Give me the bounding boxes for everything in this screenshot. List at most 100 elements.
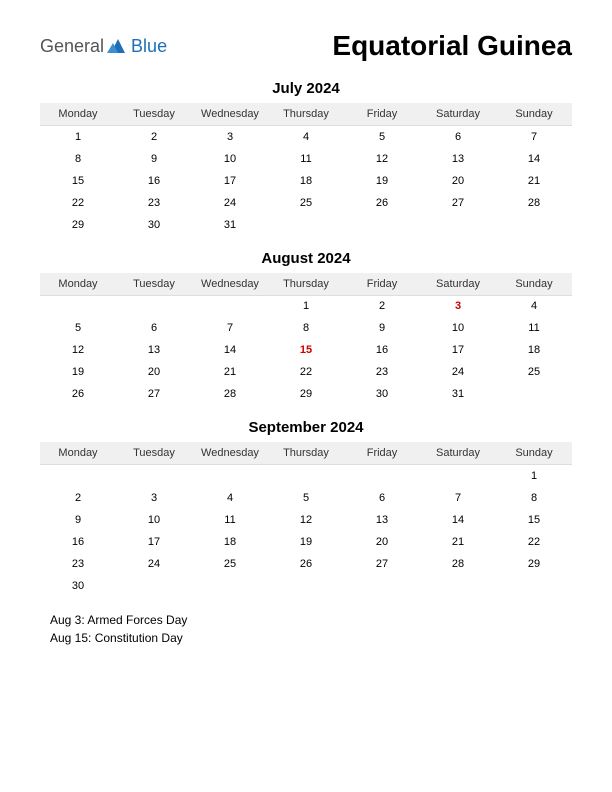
calendar-day: 21 xyxy=(496,170,572,192)
calendar-day: 6 xyxy=(344,487,420,509)
weekday-header: Thursday xyxy=(268,442,344,465)
weekday-header: Wednesday xyxy=(192,273,268,296)
calendar-day: 15 xyxy=(40,170,116,192)
month-block: August 2024MondayTuesdayWednesdayThursda… xyxy=(40,250,572,406)
calendar-day: 13 xyxy=(420,148,496,170)
calendar-day: 16 xyxy=(344,339,420,361)
weekday-header: Tuesday xyxy=(116,442,192,465)
calendar-day: 5 xyxy=(40,317,116,339)
calendar-day: 20 xyxy=(116,361,192,383)
calendar-day: 1 xyxy=(496,465,572,487)
header: General Blue Equatorial Guinea xyxy=(40,30,572,62)
calendar-day: 23 xyxy=(344,361,420,383)
calendar-day: 23 xyxy=(116,192,192,214)
calendar-day: 5 xyxy=(268,487,344,509)
calendar-table: MondayTuesdayWednesdayThursdayFridaySatu… xyxy=(40,103,572,236)
calendar-day: 16 xyxy=(40,531,116,553)
weekday-header: Monday xyxy=(40,273,116,296)
calendar-day: 17 xyxy=(116,531,192,553)
calendar-day: 3 xyxy=(420,295,496,317)
calendar-day xyxy=(116,295,192,317)
calendar-day: 22 xyxy=(496,531,572,553)
calendar-day: 15 xyxy=(496,509,572,531)
weekday-header: Wednesday xyxy=(192,442,268,465)
calendar-day: 12 xyxy=(268,509,344,531)
calendar-day: 11 xyxy=(192,509,268,531)
calendar-day: 11 xyxy=(496,317,572,339)
calendar-day: 17 xyxy=(192,170,268,192)
logo-text-general: General xyxy=(40,36,104,57)
calendar-day: 19 xyxy=(268,531,344,553)
calendar-day xyxy=(496,575,572,597)
calendar-day: 9 xyxy=(116,148,192,170)
weekday-header: Saturday xyxy=(420,103,496,126)
calendar-day: 7 xyxy=(496,126,572,148)
calendar-day: 7 xyxy=(192,317,268,339)
calendar-day: 21 xyxy=(420,531,496,553)
calendar-day: 23 xyxy=(40,553,116,575)
calendar-day: 24 xyxy=(420,361,496,383)
calendar-day xyxy=(344,214,420,236)
calendar-day xyxy=(496,383,572,405)
calendar-day: 28 xyxy=(420,553,496,575)
calendar-day: 4 xyxy=(268,126,344,148)
calendar-day: 27 xyxy=(344,553,420,575)
calendar-table: MondayTuesdayWednesdayThursdayFridaySatu… xyxy=(40,442,572,597)
calendar-day: 9 xyxy=(344,317,420,339)
logo: General Blue xyxy=(40,36,167,57)
calendar-day: 2 xyxy=(116,126,192,148)
weekday-header: Monday xyxy=(40,103,116,126)
weekday-header: Tuesday xyxy=(116,103,192,126)
holiday-note: Aug 15: Constitution Day xyxy=(50,629,572,647)
calendar-day: 13 xyxy=(344,509,420,531)
calendar-day xyxy=(420,575,496,597)
calendar-day: 10 xyxy=(420,317,496,339)
calendar-day: 24 xyxy=(192,192,268,214)
calendar-day: 2 xyxy=(344,295,420,317)
calendar-day: 29 xyxy=(496,553,572,575)
calendar-day: 26 xyxy=(344,192,420,214)
weekday-header: Thursday xyxy=(268,103,344,126)
calendar-day: 2 xyxy=(40,487,116,509)
month-title: July 2024 xyxy=(40,80,572,97)
month-block: July 2024 MondayTuesdayWednesdayThursdayF… xyxy=(40,80,572,236)
calendar-day: 20 xyxy=(344,531,420,553)
weekday-header: Saturday xyxy=(420,273,496,296)
calendar-day: 8 xyxy=(268,317,344,339)
calendar-day xyxy=(268,465,344,487)
calendar-day: 1 xyxy=(268,295,344,317)
calendar-day: 29 xyxy=(268,383,344,405)
calendar-day xyxy=(420,214,496,236)
logo-text-blue: Blue xyxy=(131,36,167,57)
calendar-day xyxy=(344,465,420,487)
logo-icon xyxy=(107,37,129,55)
calendar-day: 14 xyxy=(496,148,572,170)
calendar-day: 28 xyxy=(496,192,572,214)
calendar-day: 19 xyxy=(40,361,116,383)
calendar-day: 11 xyxy=(268,148,344,170)
weekday-header: Tuesday xyxy=(116,273,192,296)
calendar-day: 10 xyxy=(116,509,192,531)
calendar-day: 8 xyxy=(40,148,116,170)
calendar-day: 22 xyxy=(268,361,344,383)
calendar-day: 13 xyxy=(116,339,192,361)
calendar-day xyxy=(344,575,420,597)
calendar-day: 9 xyxy=(40,509,116,531)
calendar-day: 5 xyxy=(344,126,420,148)
calendar-day: 15 xyxy=(268,339,344,361)
calendar-day: 12 xyxy=(344,148,420,170)
calendar-day: 27 xyxy=(420,192,496,214)
calendar-day: 31 xyxy=(420,383,496,405)
month-block: September 2024 MondayTuesdayWednesdayThur… xyxy=(40,419,572,597)
calendar-day: 28 xyxy=(192,383,268,405)
calendar-day: 18 xyxy=(268,170,344,192)
calendar-day xyxy=(496,214,572,236)
calendar-day: 30 xyxy=(344,383,420,405)
calendar-day: 31 xyxy=(192,214,268,236)
calendar-day: 4 xyxy=(496,295,572,317)
calendar-day: 10 xyxy=(192,148,268,170)
weekday-header: Monday xyxy=(40,442,116,465)
month-title: September 2024 xyxy=(40,419,572,436)
calendar-day xyxy=(116,465,192,487)
calendar-day: 8 xyxy=(496,487,572,509)
